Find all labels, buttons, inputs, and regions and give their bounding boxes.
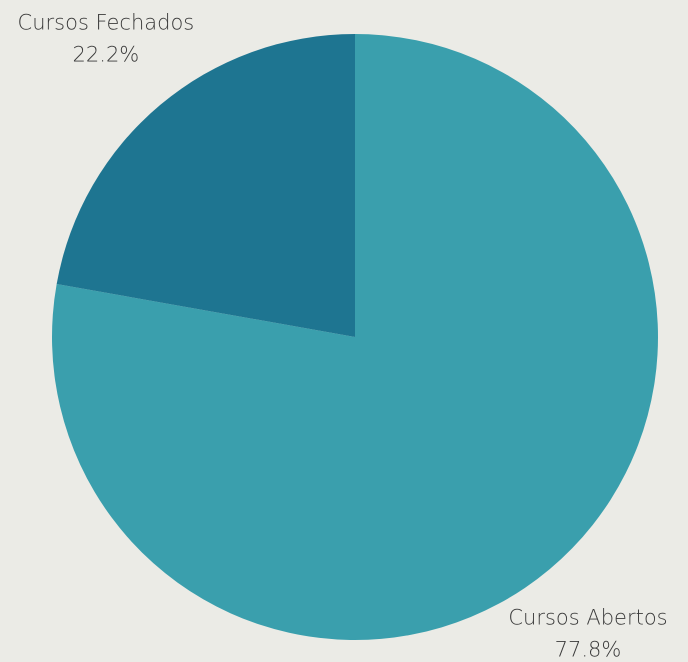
slice-value-label: 22.2% [73,43,140,67]
pie-slice [51,34,659,641]
pie-slice [56,34,356,337]
slice-label: Cursos Abertos [508,605,667,629]
slice-value-label: 77.8% [555,637,622,661]
slice-label: Cursos Fechados [18,11,195,35]
